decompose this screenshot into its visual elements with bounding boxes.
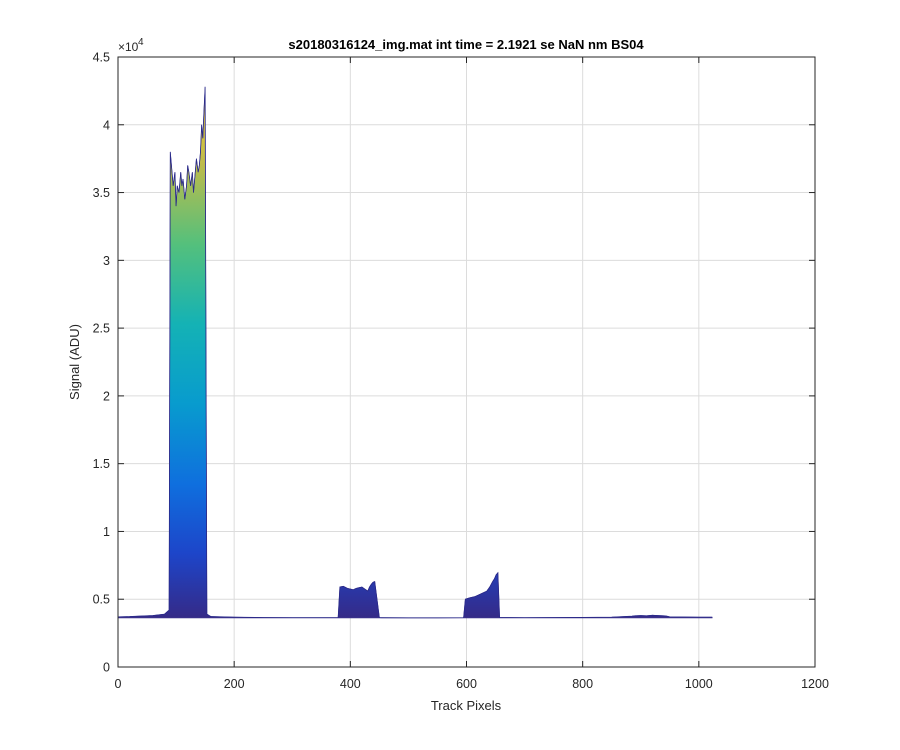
y-exponent-base: ×10 — [118, 40, 139, 54]
y-tick-label: 2 — [103, 389, 110, 403]
y-tick-label: 3.5 — [93, 186, 110, 200]
x-tick-label: 0 — [115, 677, 122, 691]
y-tick-label: 2.5 — [93, 322, 110, 336]
x-axis-label: Track Pixels — [431, 698, 502, 713]
x-tick-label: 800 — [572, 677, 593, 691]
ticks: 0 200 400 600 800 1000 1200 0 0.5 1 1.5 2 2.5 3 3.5 4 4.… — [93, 51, 829, 692]
y-axis-label: Signal (ADU) — [67, 324, 82, 400]
series-line-0 — [117, 86, 713, 619]
chart-title: s20180316124_img.mat int time = 2.1921 s… — [288, 37, 644, 52]
y-tick-label: 3 — [103, 254, 110, 268]
x-tick-label: 200 — [224, 677, 245, 691]
y-exponent-power: 4 — [138, 37, 144, 48]
y-tick-label: 1.5 — [93, 457, 110, 471]
grid-lines — [118, 57, 815, 667]
y-tick-label: 4 — [103, 118, 110, 132]
y-tick-label: 1 — [103, 525, 110, 539]
x-tick-label: 400 — [340, 677, 361, 691]
data-layer — [117, 86, 713, 619]
y-tick-label: 0 — [103, 661, 110, 675]
y-axis-exponent: ×10 4 — [118, 37, 144, 54]
x-tick-label: 1000 — [685, 677, 713, 691]
y-tick-label: 0.5 — [93, 593, 110, 607]
y-tick-label: 4.5 — [93, 51, 110, 65]
x-tick-label: 600 — [456, 677, 477, 691]
x-tick-label: 1200 — [801, 677, 829, 691]
